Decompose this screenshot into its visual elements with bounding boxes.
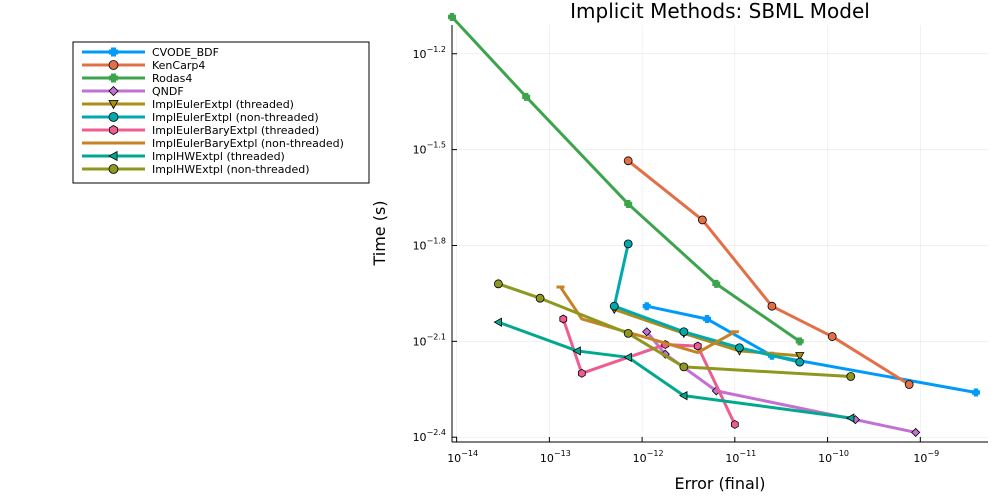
data-point bbox=[697, 215, 707, 225]
legend-item: ImplEulerExtpl (threaded) bbox=[82, 98, 294, 111]
data-point bbox=[623, 156, 633, 166]
legend: CVODE_BDFKenCarp4Rodas4QNDFImplEulerExtp… bbox=[72, 41, 370, 184]
x-ticks: 10−14 10−13 10−12 10−11 10−10 10−9 bbox=[447, 437, 939, 465]
legend-item: KenCarp4 bbox=[82, 59, 205, 72]
data-point bbox=[623, 328, 633, 338]
data-point bbox=[642, 302, 651, 311]
series-9 bbox=[493, 317, 855, 423]
legend-label: QNDF bbox=[152, 85, 184, 98]
data-point bbox=[971, 388, 980, 397]
legend-swatch-marker bbox=[108, 85, 119, 97]
data-point bbox=[904, 380, 914, 389]
data-point bbox=[846, 372, 856, 381]
legend-label: ImplEulerExtpl (non-threaded) bbox=[152, 111, 319, 124]
legend-item: ImplHWExtpl (threaded) bbox=[82, 150, 285, 163]
data-point bbox=[679, 390, 688, 401]
data-point bbox=[795, 352, 805, 361]
data-point bbox=[577, 368, 586, 378]
data-point bbox=[911, 427, 921, 437]
legend-swatch-marker bbox=[108, 100, 119, 110]
data-point bbox=[624, 199, 633, 208]
data-point bbox=[735, 343, 744, 353]
data-point bbox=[730, 419, 739, 429]
legend-swatch-marker bbox=[108, 60, 119, 70]
legend-label: KenCarp4 bbox=[152, 59, 205, 72]
data-point bbox=[448, 13, 456, 22]
x-tick-label: 10−13 bbox=[540, 449, 571, 465]
chart-title: Implicit Methods: SBML Model bbox=[570, 0, 870, 23]
x-tick-label: 10−12 bbox=[633, 449, 664, 465]
data-point bbox=[623, 352, 632, 363]
data-point bbox=[795, 357, 805, 367]
data-point bbox=[795, 337, 804, 346]
legend-swatch-marker bbox=[108, 164, 119, 174]
series-10 bbox=[493, 279, 856, 381]
axes bbox=[451, 25, 988, 443]
y-ticks: 10−1.2 10−1.5 10−1.8 10−2.1 10−2.4 bbox=[413, 45, 457, 444]
series-line bbox=[613, 307, 800, 358]
data-point bbox=[712, 279, 721, 288]
data-point bbox=[535, 293, 545, 303]
series-2 bbox=[623, 156, 914, 389]
y-tick-label: 10−2.1 bbox=[413, 332, 446, 348]
data-point bbox=[827, 332, 837, 341]
series-8 bbox=[556, 285, 739, 355]
data-point bbox=[679, 327, 689, 337]
data-point bbox=[572, 346, 581, 356]
data-point bbox=[522, 92, 531, 101]
legend-label: ImplHWExtpl (non-threaded) bbox=[152, 163, 310, 176]
data-point bbox=[767, 301, 777, 311]
legend-item: ImplEulerExtpl (non-threaded) bbox=[82, 111, 319, 124]
legend-label: CVODE_BDF bbox=[152, 46, 219, 59]
data-point bbox=[493, 279, 503, 289]
legend-label: Rodas4 bbox=[152, 72, 192, 85]
y-tick-label: 10−1.8 bbox=[413, 236, 446, 252]
x-axis-label: Error (final) bbox=[674, 474, 765, 493]
legend-label: ImplEulerExtpl (threaded) bbox=[152, 98, 294, 111]
series-6 bbox=[609, 239, 805, 367]
legend-item: ImplEulerBaryExtpl (non-threaded) bbox=[82, 137, 344, 150]
legend-item: ImplHWExtpl (non-threaded) bbox=[82, 163, 310, 176]
y-axis-label: Time (s) bbox=[370, 200, 389, 266]
legend-item: ImplEulerBaryExtpl (threaded) bbox=[82, 124, 319, 137]
data-point bbox=[623, 239, 633, 249]
data-point bbox=[609, 301, 619, 311]
data-point bbox=[493, 317, 502, 327]
legend-item: QNDF bbox=[82, 85, 184, 98]
legend-swatch-marker bbox=[109, 125, 118, 135]
x-tick-label: 10−14 bbox=[447, 449, 478, 465]
data-point bbox=[693, 341, 702, 351]
data-point bbox=[559, 314, 568, 324]
series-line bbox=[646, 304, 977, 394]
series-3 bbox=[448, 13, 804, 346]
legend-label: ImplEulerBaryExtpl (threaded) bbox=[152, 124, 319, 137]
legend-label: ImplHWExtpl (threaded) bbox=[152, 150, 285, 163]
legend-swatch-marker bbox=[108, 150, 118, 162]
legend-item: CVODE_BDF bbox=[82, 46, 219, 59]
x-tick-label: 10−10 bbox=[818, 449, 849, 465]
y-tick-label: 10−1.5 bbox=[413, 141, 446, 157]
legend-swatch-marker bbox=[109, 73, 118, 83]
data-point bbox=[679, 362, 689, 372]
y-tick-label: 10−2.4 bbox=[413, 428, 446, 444]
y-tick-label: 10−1.2 bbox=[413, 45, 446, 61]
data-point bbox=[703, 314, 712, 323]
x-tick-label: 10−11 bbox=[725, 449, 756, 465]
legend-label: ImplEulerBaryExtpl (non-threaded) bbox=[152, 137, 344, 150]
data-point bbox=[642, 327, 652, 337]
legend-swatch-marker bbox=[108, 112, 119, 122]
x-tick-label: 10−9 bbox=[913, 449, 939, 465]
series-line bbox=[559, 286, 736, 355]
legend-item: Rodas4 bbox=[82, 72, 192, 85]
legend-swatch-marker bbox=[109, 47, 118, 57]
data-point bbox=[845, 413, 855, 423]
series-group bbox=[448, 13, 980, 437]
